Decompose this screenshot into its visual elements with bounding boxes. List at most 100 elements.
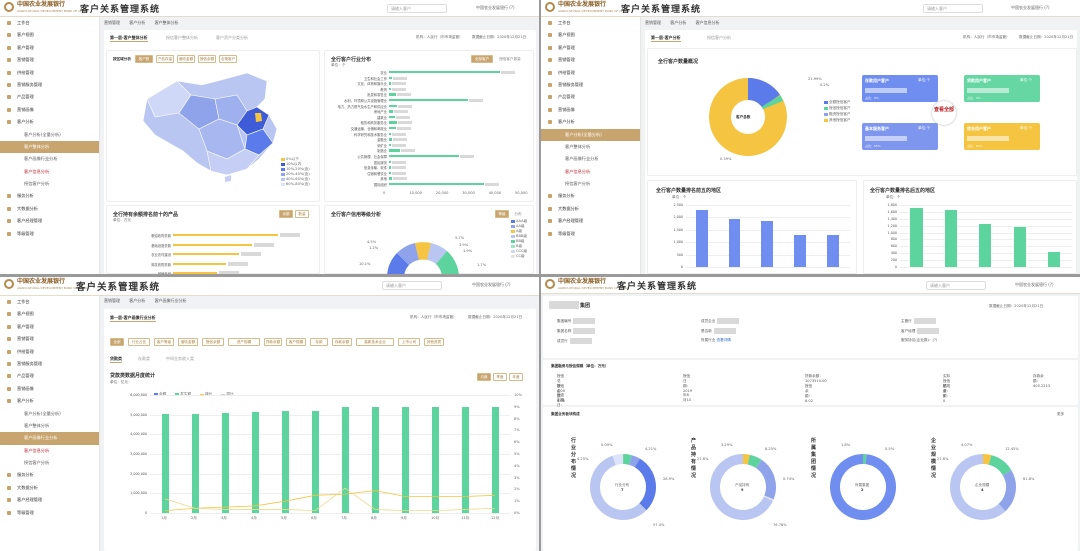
breadcrumb-item[interactable]: 营销管理: [104, 20, 120, 25]
sidebar-subitem[interactable]: 客户信息分析: [24, 168, 50, 174]
sidebar-item[interactable]: 等级管理: [0, 507, 99, 519]
subtab-deposit[interactable]: 存款类: [138, 356, 150, 361]
filter-chip[interactable]: 贷款余额: [264, 338, 282, 346]
industry-bar[interactable]: [389, 155, 459, 158]
sidebar-item[interactable]: 营销画像: [0, 104, 99, 116]
product-bar[interactable]: [173, 262, 226, 265]
sidebar-item-home[interactable]: 工作台: [0, 296, 99, 308]
sidebar-item[interactable]: 客户视图: [0, 29, 99, 41]
sidebar-item[interactable]: 产品管理: [0, 370, 99, 382]
breadcrumb-item[interactable]: 客户信息分析: [695, 20, 720, 25]
filter-chip[interactable]: 授信余额: [202, 338, 224, 346]
industry-bar[interactable]: [389, 171, 391, 175]
search-input[interactable]: 请输入客户: [923, 4, 983, 13]
sidebar-subitem[interactable]: 客户画像行业分析: [24, 156, 58, 162]
kpi-card[interactable]: 贷款用户客户 占比：0%: [964, 75, 1040, 102]
filter-chip[interactable]: 全部: [110, 338, 124, 346]
sidebar-subitem[interactable]: 授信客户分析: [565, 181, 591, 187]
sidebar-item[interactable]: 服务分析: [0, 190, 99, 202]
industry-bar[interactable]: [389, 82, 392, 85]
sidebar-item[interactable]: 等级管理: [0, 228, 99, 240]
search-input[interactable]: 请输入客户: [926, 281, 986, 290]
industry-btn-all[interactable]: 全部客户: [471, 55, 493, 63]
industry-bar[interactable]: [389, 87, 392, 91]
filter-chip[interactable]: 高新技术企业: [356, 338, 394, 346]
user-label[interactable]: 中国农业发展银行 (?): [476, 5, 515, 10]
map-chip[interactable]: 授信余额: [198, 55, 216, 63]
filter-chip[interactable]: 存款: [310, 338, 328, 346]
sidebar-subitem[interactable]: 客户整体分析: [24, 422, 50, 428]
sidebar-subitem-active[interactable]: 客户分析(全量分析): [541, 128, 640, 141]
kpi-card[interactable]: 综合用户客户 占比：64%: [964, 123, 1040, 150]
user-label[interactable]: 中国农业发展银行 (?): [472, 282, 511, 287]
map-chip[interactable]: 营收金额: [177, 55, 195, 63]
sidebar-item[interactable]: 产品管理: [0, 91, 99, 103]
china-map[interactable]: [107, 51, 321, 203]
industry-bar[interactable]: [389, 127, 397, 130]
product-bar[interactable]: [173, 234, 278, 237]
period-quarter-button[interactable]: 季度: [493, 373, 507, 381]
sidebar-subitem-active[interactable]: 客户画像行业分析: [0, 432, 99, 445]
month-bar[interactable]: [461, 406, 469, 513]
industry-bar[interactable]: [389, 93, 396, 96]
tab-overall[interactable]: 第一层-客户整体分析: [110, 35, 148, 42]
month-bar[interactable]: [281, 410, 289, 513]
tab-credit[interactable]: 授信客户分析: [707, 35, 731, 40]
industry-bar[interactable]: [389, 76, 393, 79]
sidebar-item[interactable]: 营销管理: [541, 54, 640, 66]
map-chip[interactable]: 客户数: [135, 55, 153, 63]
rating-btn-grade[interactable]: 等级: [495, 210, 509, 218]
sidebar-item[interactable]: 客户视图: [0, 308, 99, 320]
map-chip[interactable]: 合规客户: [219, 55, 237, 63]
industry-bar[interactable]: [389, 121, 398, 124]
sidebar-item[interactable]: 客户管理: [0, 321, 99, 333]
region-bar[interactable]: [910, 208, 923, 267]
month-bar[interactable]: [401, 406, 409, 513]
filter-chip[interactable]: 资产规模: [228, 338, 260, 346]
sidebar-subitem[interactable]: 授信客户分析: [24, 460, 50, 466]
sidebar-item[interactable]: 服务分析: [541, 190, 640, 202]
sidebar-subitem[interactable]: 客户信息分析: [24, 447, 50, 453]
month-bar[interactable]: [431, 406, 439, 513]
filter-chip[interactable]: 营收金额: [178, 338, 198, 346]
filter-chip[interactable]: 上市公司: [398, 338, 420, 346]
filter-chip[interactable]: 其他资质: [424, 338, 444, 346]
month-bar[interactable]: [371, 406, 379, 513]
subtab-fee[interactable]: 中间业务收入类: [166, 356, 194, 361]
sidebar-item[interactable]: 客户分析: [0, 395, 99, 407]
sidebar-item[interactable]: 客户分析: [0, 116, 99, 128]
region-bar[interactable]: [1047, 251, 1061, 267]
search-input[interactable]: 请输入客户: [387, 4, 447, 13]
region-bar[interactable]: [761, 221, 774, 267]
month-bar[interactable]: [161, 413, 169, 513]
sidebar-subitem[interactable]: 客户画像行业分析: [565, 156, 599, 162]
industry-bar[interactable]: [389, 183, 485, 186]
filter-chip[interactable]: 存款余额: [332, 338, 352, 346]
sidebar-item[interactable]: 营销画像: [541, 104, 640, 116]
kpi-card[interactable]: 存款用户客户 占比：6%: [862, 75, 938, 102]
sidebar-item-home[interactable]: 工作台: [0, 17, 99, 29]
kpi-card[interactable]: 基本服务客户 占比：65%: [862, 123, 938, 150]
tab-industry[interactable]: 第一层-客户画像行业分析: [110, 315, 156, 322]
sidebar-item[interactable]: 客户经理管理: [541, 215, 640, 227]
breadcrumb-item[interactable]: 客户画像行业分析: [154, 298, 187, 303]
region-bar[interactable]: [979, 223, 992, 267]
industry-bar[interactable]: [389, 132, 392, 135]
industry-bar[interactable]: [389, 110, 393, 113]
breadcrumb-item[interactable]: 客户分析: [129, 298, 146, 303]
region-bar[interactable]: [827, 234, 839, 267]
sidebar-item[interactable]: 等级管理: [541, 228, 640, 240]
sidebar-item[interactable]: 大数据分析: [0, 203, 99, 215]
sidebar-item[interactable]: 客户视图: [541, 29, 640, 41]
sidebar-item[interactable]: 营销画像: [0, 383, 99, 395]
search-input[interactable]: 请输入客户: [382, 281, 442, 290]
filter-chip[interactable]: 客户规模: [286, 338, 306, 346]
sidebar-subitem[interactable]: 客户分析(全量分析): [24, 131, 61, 137]
balance-button[interactable]: 余额: [279, 210, 293, 218]
breadcrumb-item[interactable]: 客户分析: [670, 20, 687, 25]
industry-bar[interactable]: [389, 138, 392, 141]
sidebar-item[interactable]: 供给管理: [541, 67, 640, 79]
user-label[interactable]: 中国农业发展银行 (?): [1011, 5, 1050, 10]
sidebar-item-home[interactable]: 工作台: [541, 17, 640, 29]
industry-btn-credit[interactable]: 授信客户数量: [495, 55, 525, 63]
